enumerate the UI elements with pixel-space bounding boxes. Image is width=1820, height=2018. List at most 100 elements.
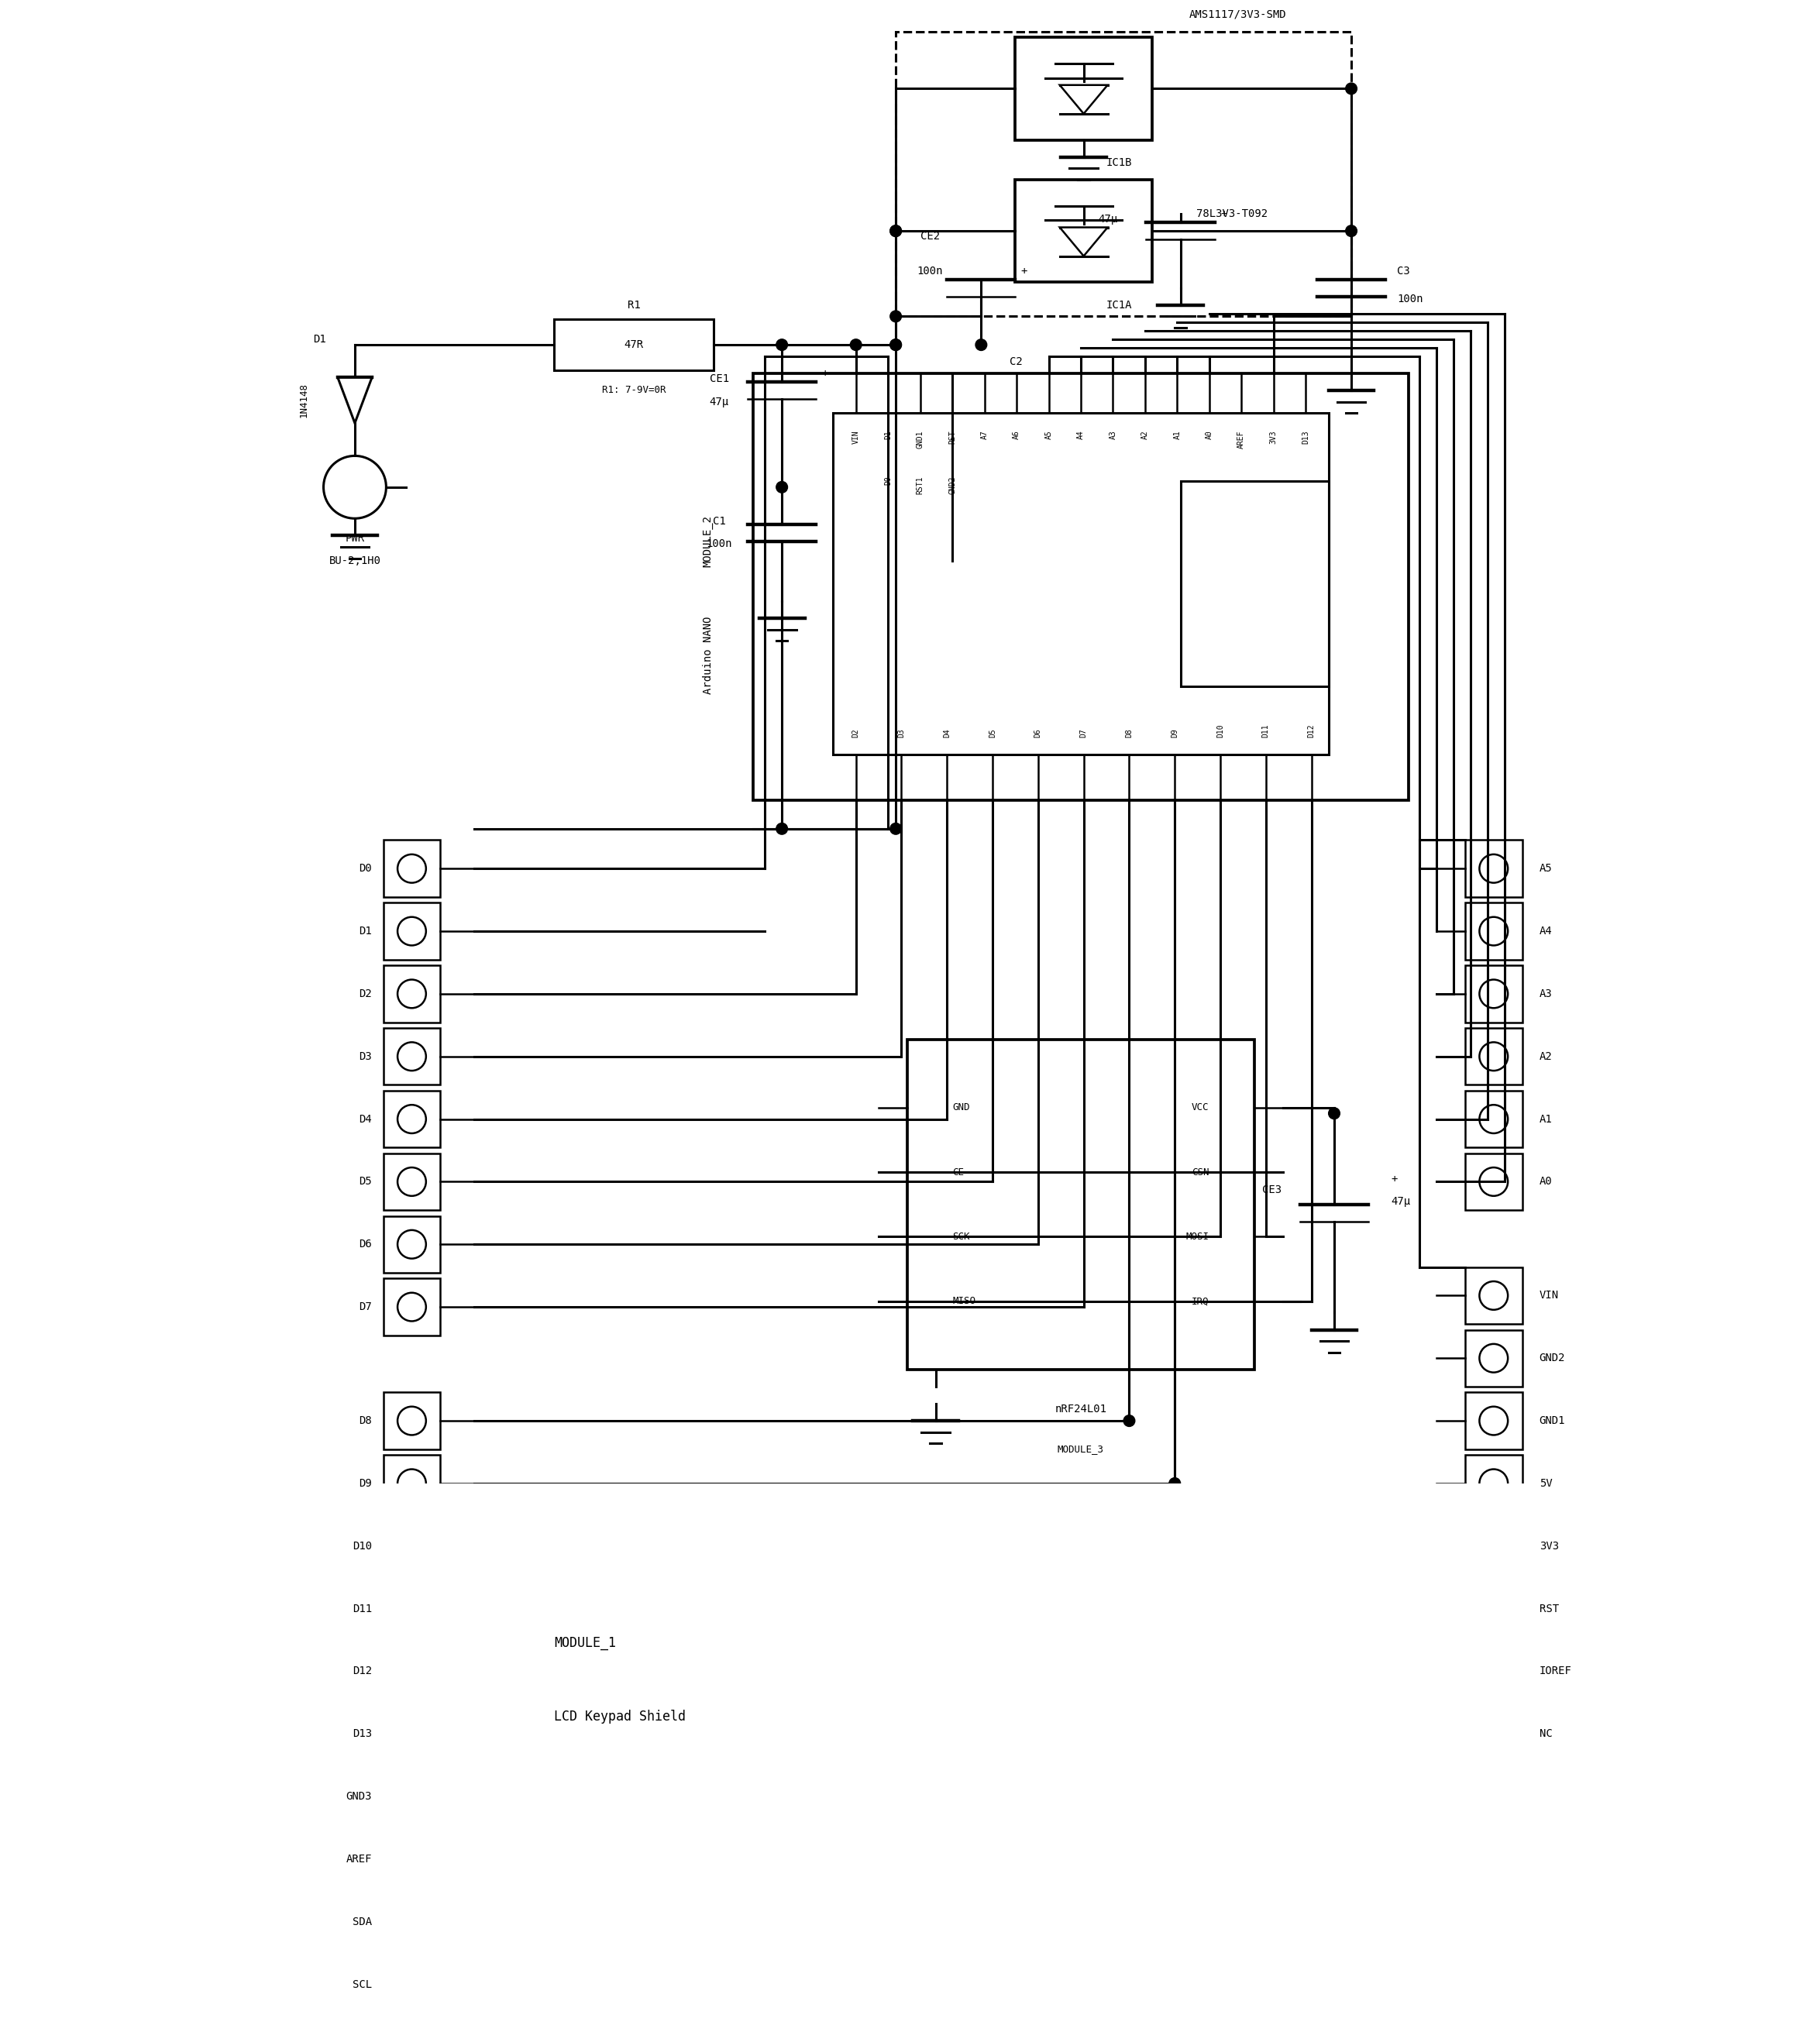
Text: +: + [1221, 208, 1227, 220]
Text: R1: R1 [628, 299, 641, 311]
Bar [1465, 1392, 1522, 1449]
Text: D4: D4 [943, 728, 950, 739]
Bar [384, 1893, 440, 1949]
Bar [384, 1955, 440, 2012]
Text: C1: C1 [713, 517, 726, 527]
Text: D8: D8 [1125, 728, 1134, 739]
Bar [384, 902, 440, 961]
Bar [384, 1518, 440, 1574]
Text: VIN: VIN [1540, 1290, 1558, 1302]
Text: 100n: 100n [917, 266, 943, 276]
Text: D1: D1 [313, 333, 326, 345]
Text: A1: A1 [1174, 430, 1181, 440]
Text: D5: D5 [359, 1176, 371, 1187]
Circle shape [890, 311, 901, 323]
Text: A2: A2 [1540, 1051, 1552, 1061]
Text: MISO: MISO [952, 1296, 976, 1306]
Text: nRF24L01: nRF24L01 [1056, 1405, 1107, 1415]
Text: CE2: CE2 [921, 232, 939, 242]
Text: 47R: 47R [624, 339, 644, 351]
Bar [384, 1455, 440, 1511]
Text: A5: A5 [1045, 430, 1052, 440]
Circle shape [775, 339, 788, 351]
Text: D6: D6 [359, 1239, 371, 1249]
Text: D9: D9 [1170, 728, 1179, 739]
Text: C2: C2 [1010, 357, 1023, 367]
Text: D10: D10 [353, 1540, 371, 1552]
Text: MODULE_2: MODULE_2 [703, 515, 713, 567]
Circle shape [890, 339, 901, 351]
Bar [1465, 965, 1522, 1023]
Bar [1465, 839, 1522, 898]
Text: D12: D12 [1307, 724, 1316, 739]
Bar [1465, 902, 1522, 961]
Text: 3V3: 3V3 [1270, 430, 1278, 444]
Text: PWR: PWR [346, 533, 364, 543]
Text: AREF: AREF [346, 1855, 371, 1865]
Text: GND3: GND3 [346, 1792, 371, 1802]
Text: IC1A: IC1A [1107, 299, 1132, 311]
Bar [1465, 1455, 1522, 1511]
Bar [1465, 1152, 1522, 1211]
Bar [384, 1830, 440, 1887]
Bar [384, 1580, 440, 1637]
Text: D8: D8 [359, 1415, 371, 1427]
Text: A2: A2 [1141, 430, 1148, 440]
Circle shape [976, 339, 986, 351]
Text: VIN: VIN [852, 430, 859, 444]
Bar [384, 1027, 440, 1086]
Bar [553, 319, 713, 371]
Bar [384, 1768, 440, 1824]
Text: D3: D3 [897, 728, 905, 739]
Text: A0: A0 [1540, 1176, 1552, 1187]
Circle shape [1329, 1108, 1340, 1120]
Text: D4: D4 [359, 1114, 371, 1124]
Text: 5V: 5V [1540, 1477, 1552, 1489]
Bar [1465, 1330, 1522, 1386]
Bar [1465, 1090, 1522, 1148]
Text: D9: D9 [359, 1477, 371, 1489]
Circle shape [775, 482, 788, 492]
Text: CE1: CE1 [710, 373, 730, 383]
Text: R1: 7-9V=0R: R1: 7-9V=0R [602, 385, 666, 396]
Bar [384, 1705, 440, 1762]
Text: D6: D6 [1034, 728, 1043, 739]
Bar [906, 1039, 1254, 1370]
Text: 47μ: 47μ [1390, 1197, 1410, 1207]
Text: D0: D0 [885, 476, 892, 484]
Bar [384, 1279, 440, 1336]
Text: 3V3: 3V3 [1540, 1540, 1558, 1552]
Text: GND: GND [952, 1102, 970, 1112]
Text: GND2: GND2 [1540, 1352, 1565, 1364]
Text: MODULE_3: MODULE_3 [1057, 1445, 1105, 1455]
Text: Arduino NANO: Arduino NANO [703, 615, 713, 694]
Text: +: + [823, 367, 828, 379]
Text: A4: A4 [1540, 926, 1552, 936]
Text: +: + [1021, 266, 1028, 276]
Bar [1465, 1267, 1522, 1324]
Text: A5: A5 [1540, 864, 1552, 874]
Text: D2: D2 [359, 989, 371, 999]
Text: D7: D7 [359, 1302, 371, 1312]
Circle shape [890, 339, 901, 351]
Text: D2: D2 [852, 728, 859, 739]
Bar [1016, 180, 1152, 283]
Text: A7: A7 [981, 430, 988, 440]
Bar [895, 32, 1350, 317]
Text: GND1: GND1 [1540, 1415, 1565, 1427]
Text: 47μ: 47μ [710, 396, 730, 408]
Text: BU-2,1H0: BU-2,1H0 [329, 555, 380, 567]
Bar [1465, 1705, 1522, 1762]
Text: IRQ: IRQ [1192, 1296, 1208, 1306]
Text: D3: D3 [359, 1051, 371, 1061]
Text: 100n: 100n [706, 539, 732, 549]
Bar [384, 1152, 440, 1211]
Text: RST: RST [1540, 1602, 1558, 1614]
Text: D10: D10 [1216, 724, 1225, 739]
Circle shape [890, 226, 901, 236]
Text: RST1: RST1 [915, 476, 925, 494]
Text: D11: D11 [353, 1602, 371, 1614]
Bar [1465, 1580, 1522, 1637]
Bar [384, 1217, 440, 1273]
Circle shape [850, 339, 861, 351]
